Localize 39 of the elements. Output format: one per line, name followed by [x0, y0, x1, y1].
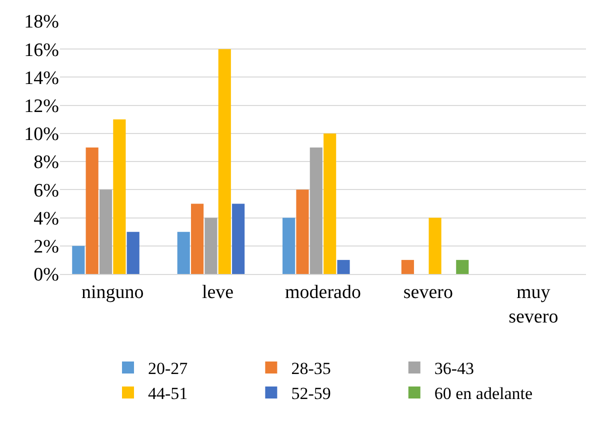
y-tick-label: 10%	[24, 124, 60, 146]
x-tick-label: ninguno	[81, 282, 144, 303]
y-tick-label: 4%	[34, 208, 60, 230]
legend-label: 20-27	[148, 359, 188, 378]
legend-label: 36-43	[434, 359, 474, 378]
bar	[282, 218, 296, 274]
bar	[72, 246, 85, 274]
bar	[310, 148, 322, 274]
x-tick-label: muy severo	[508, 282, 558, 328]
bar	[232, 204, 245, 274]
y-tick-label: 0%	[34, 264, 60, 286]
bar	[401, 260, 414, 274]
bar	[177, 232, 190, 274]
bar	[324, 133, 336, 274]
bar	[191, 204, 204, 274]
y-tick-label: 18%	[24, 12, 60, 33]
y-tick-label: 14%	[24, 68, 60, 89]
bar	[428, 218, 442, 274]
x-tick-label: moderado	[285, 282, 361, 303]
y-tick-label: 8%	[34, 152, 60, 174]
bar	[113, 119, 126, 274]
legend-label: 28-35	[291, 359, 331, 378]
x-tick-label: severo	[403, 282, 453, 303]
bar	[204, 218, 218, 274]
x-tick-label: leve	[202, 282, 234, 303]
y-tick-label: 16%	[24, 40, 60, 61]
bar	[296, 190, 309, 274]
bar	[337, 260, 350, 274]
y-tick-label: 6%	[34, 180, 60, 202]
bar	[218, 49, 231, 274]
bar	[456, 260, 469, 274]
legend-label: 44-51	[148, 384, 188, 404]
y-tick-label: 12%	[24, 96, 60, 117]
bar	[86, 148, 98, 274]
y-tick-label: 2%	[34, 236, 60, 258]
bar	[126, 232, 140, 274]
bar	[99, 190, 112, 274]
legend-label: 60 en adelante	[434, 384, 533, 404]
legend-label: 52-59	[291, 384, 331, 404]
